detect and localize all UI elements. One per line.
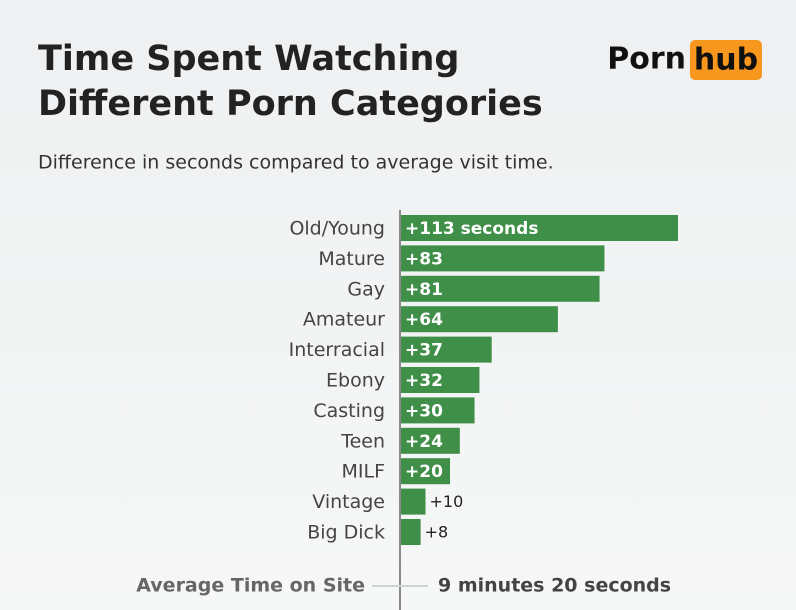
logo-badge-text: hub: [694, 43, 758, 78]
value-label: +24: [405, 432, 443, 452]
value-label: +10: [430, 492, 464, 511]
bar: [401, 397, 475, 424]
value-label: +20: [405, 462, 443, 482]
value-label: +32: [405, 371, 443, 391]
value-label: +64: [405, 310, 443, 330]
chart-title: Different Porn Categories: [38, 84, 543, 124]
bar: [401, 427, 460, 454]
bar: [401, 519, 421, 545]
category-label: Big Dick: [307, 522, 385, 544]
value-label: +8: [425, 523, 449, 542]
bar: [401, 245, 605, 272]
subtitle: Difference in seconds compared to averag…: [38, 152, 554, 174]
bar: [401, 336, 492, 363]
category-label: Interracial: [289, 339, 385, 361]
category-label: Casting: [313, 400, 385, 422]
bar: [401, 488, 426, 515]
category-label: Vintage: [312, 491, 385, 513]
value-label: +113 seconds: [405, 219, 538, 239]
category-label: Gay: [347, 278, 385, 300]
bar: [401, 367, 480, 393]
category-label: Old/Young: [289, 218, 385, 240]
bar: [401, 275, 600, 302]
footer-value: 9 minutes 20 seconds: [438, 575, 671, 597]
category-label: MILF: [341, 461, 385, 483]
category-label: Teen: [340, 430, 385, 452]
bar: [401, 215, 678, 241]
logo-badge: [690, 40, 762, 80]
logo-text: Porn: [607, 42, 686, 77]
value-label: +81: [405, 280, 443, 300]
bar: [401, 458, 451, 485]
bar: [401, 306, 558, 333]
category-label: Mature: [318, 248, 385, 270]
value-label: +30: [405, 401, 443, 421]
value-label: +37: [405, 341, 443, 361]
category-label: Amateur: [303, 309, 385, 331]
footer-label: Average Time on Site: [136, 575, 365, 597]
value-label: +83: [405, 249, 443, 269]
chart-title: Time Spent Watching: [38, 39, 459, 79]
category-label: Ebony: [326, 370, 385, 392]
